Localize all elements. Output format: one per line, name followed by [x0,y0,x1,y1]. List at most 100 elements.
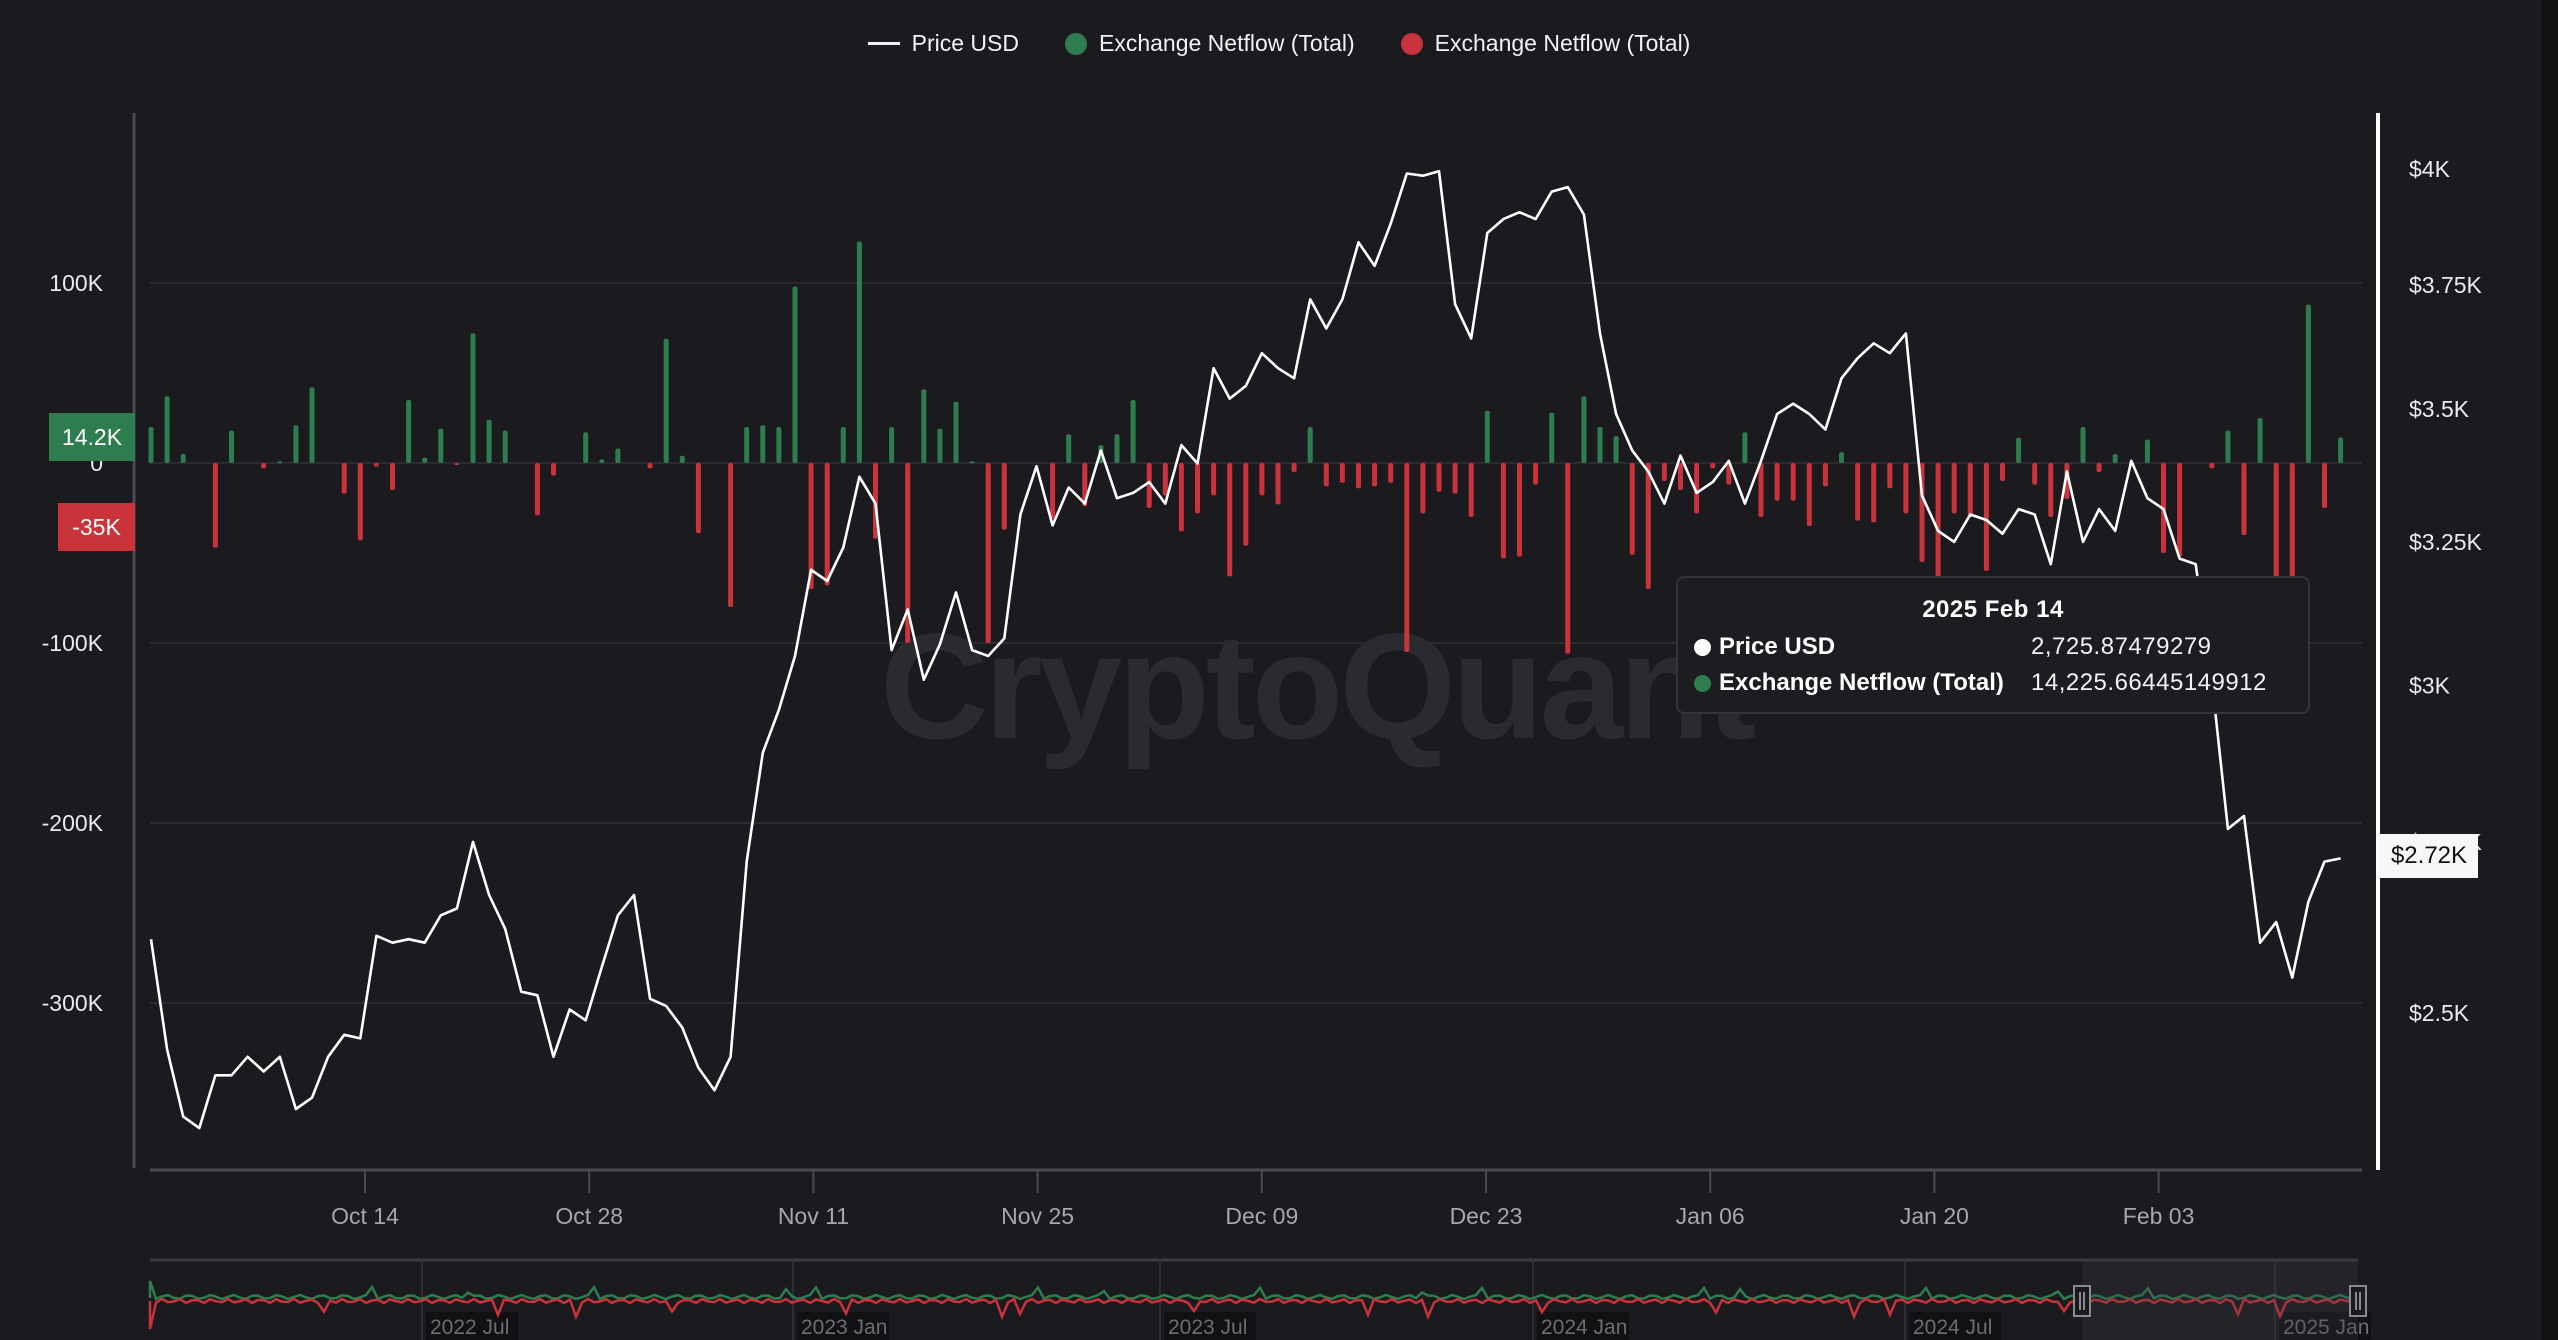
netflow-bar [2177,463,2183,557]
netflow-bar [1323,463,1329,487]
netflow-bar [164,396,170,463]
netflow-bar [1549,412,1555,463]
right-axis-tick-label: $3.25K [2409,529,2483,555]
netflow-current-badge: 14.2K [49,413,135,461]
tooltip-price-label: Price USD [1719,633,1836,660]
netflow-bar [1887,463,1893,489]
netflow-bar [148,427,154,463]
netflow-bar [1372,463,1378,487]
legend-label-price: Price USD [911,30,1019,56]
netflow-bar [1146,463,1152,508]
left-axis-tick-label: -100K [42,630,104,656]
navigator-handle[interactable] [2073,1285,2091,1317]
netflow-bar [373,463,379,467]
netflow-bar [856,241,862,463]
netflow-bar [2000,463,2005,481]
left-axis-tick-label: -200K [42,810,104,836]
netflow-bar [1581,396,1587,463]
netflow-bar [341,463,347,494]
tooltip-netflow-value: 14,225.66445149912 [2031,669,2267,696]
netflow-bar [2096,463,2102,472]
netflow-bar [985,463,991,643]
netflow-bar [728,463,734,607]
netflow-bar [2257,418,2263,463]
netflow-bar [889,427,895,463]
netflow-bar [229,430,234,463]
netflow-bar [1356,463,1361,489]
netflow-bar [212,463,218,548]
netflow-bar [551,463,556,476]
netflow-bar [2144,439,2150,463]
navigator-date-label: 2025 Jan [2283,1316,2369,1339]
netflow-bar [615,448,621,463]
netflow-bar [824,463,830,586]
left-axis-tick-label: -300K [42,990,104,1016]
netflow-bar [277,461,283,464]
netflow-bar [744,427,750,463]
netflow-bar [2032,463,2038,485]
netflow-bar [470,333,476,463]
x-axis-tick-label: Dec 23 [1450,1203,1523,1229]
x-axis-tick-label: Feb 03 [2123,1203,2195,1229]
netflow-bar [422,457,428,463]
netflow-bar [1388,463,1394,483]
netflow-bar [1678,463,1683,490]
right-axis-tick-label: $3K [2409,673,2451,699]
netflow-bar [1871,463,1877,523]
netflow-bar [261,463,267,469]
netflow-bar [1790,463,1796,501]
price-current-badge: $2.72K [2380,834,2478,878]
green-dot-icon [1694,674,1711,692]
netflow-bar [1291,463,1297,472]
netflow-bar [406,400,412,463]
netflow-bar [679,455,685,463]
netflow-bar [1661,463,1667,481]
netflow-bar [1742,432,1748,463]
netflow-bar [647,463,653,469]
netflow-bar [776,427,782,463]
navigator-date-label: 2023 Jan [801,1316,887,1339]
green-dot-icon [1064,32,1087,55]
navigator-handle[interactable] [2349,1285,2367,1317]
netflow-bar [1710,463,1716,469]
netflow-bar [1162,463,1168,496]
netflow-bar [840,427,846,463]
right-axis-tick-label: $3.75K [2409,272,2483,298]
netflow-bar [1468,463,1474,517]
netflow-bar [1050,463,1056,519]
netflow-bar [1629,463,1635,555]
netflow-bar [2305,304,2311,463]
netflow-bar [1903,463,1909,514]
navigator-selected-range[interactable] [2082,1260,2358,1340]
netflow-bar [1243,463,1249,546]
tooltip-row-price: Price USD 2,725.87479279 [1694,633,2212,661]
x-axis-tick-label: Jan 20 [1900,1203,1969,1229]
netflow-bar [760,425,766,463]
netflow-bar [2338,437,2344,463]
netflow-bar [180,454,186,463]
netflow-bar [1822,463,1828,487]
netflow-bar [2112,454,2118,463]
netflow-bar [1195,463,1200,514]
netflow-bar [953,401,959,463]
netflow-bar [2289,463,2295,586]
line-swatch-icon [867,42,900,45]
x-axis-tick-label: Jan 06 [1676,1203,1745,1229]
netflow-bar [1694,463,1700,514]
netflow-bar [1645,463,1651,589]
netflow-bar [1533,463,1539,485]
netflow-bar [1806,463,1812,526]
legend-item-netflow-negative[interactable]: Exchange Netflow (Total) [1400,30,1690,57]
netflow-bar [1178,463,1184,532]
legend-item-price[interactable]: Price USD [867,30,1019,57]
netflow-bar [1839,452,1844,463]
chart-tooltip: 2025 Feb 14 Price USD 2,725.87479279 Exc… [1676,576,2310,714]
navigator-date-label: 2024 Jul [1913,1316,1992,1339]
navigator-date-label: 2022 Jul [430,1316,509,1339]
right-axis-tick-label: $3.5K [2409,396,2470,422]
netflow-bar [2241,463,2247,535]
netflow-bar [502,430,508,463]
legend-item-netflow-positive[interactable]: Exchange Netflow (Total) [1064,30,1355,57]
range-navigator[interactable]: 2022 Jul 2023 Jan 2023 Jul 2024 Jan 2024 Jul… [148,1258,2371,1340]
